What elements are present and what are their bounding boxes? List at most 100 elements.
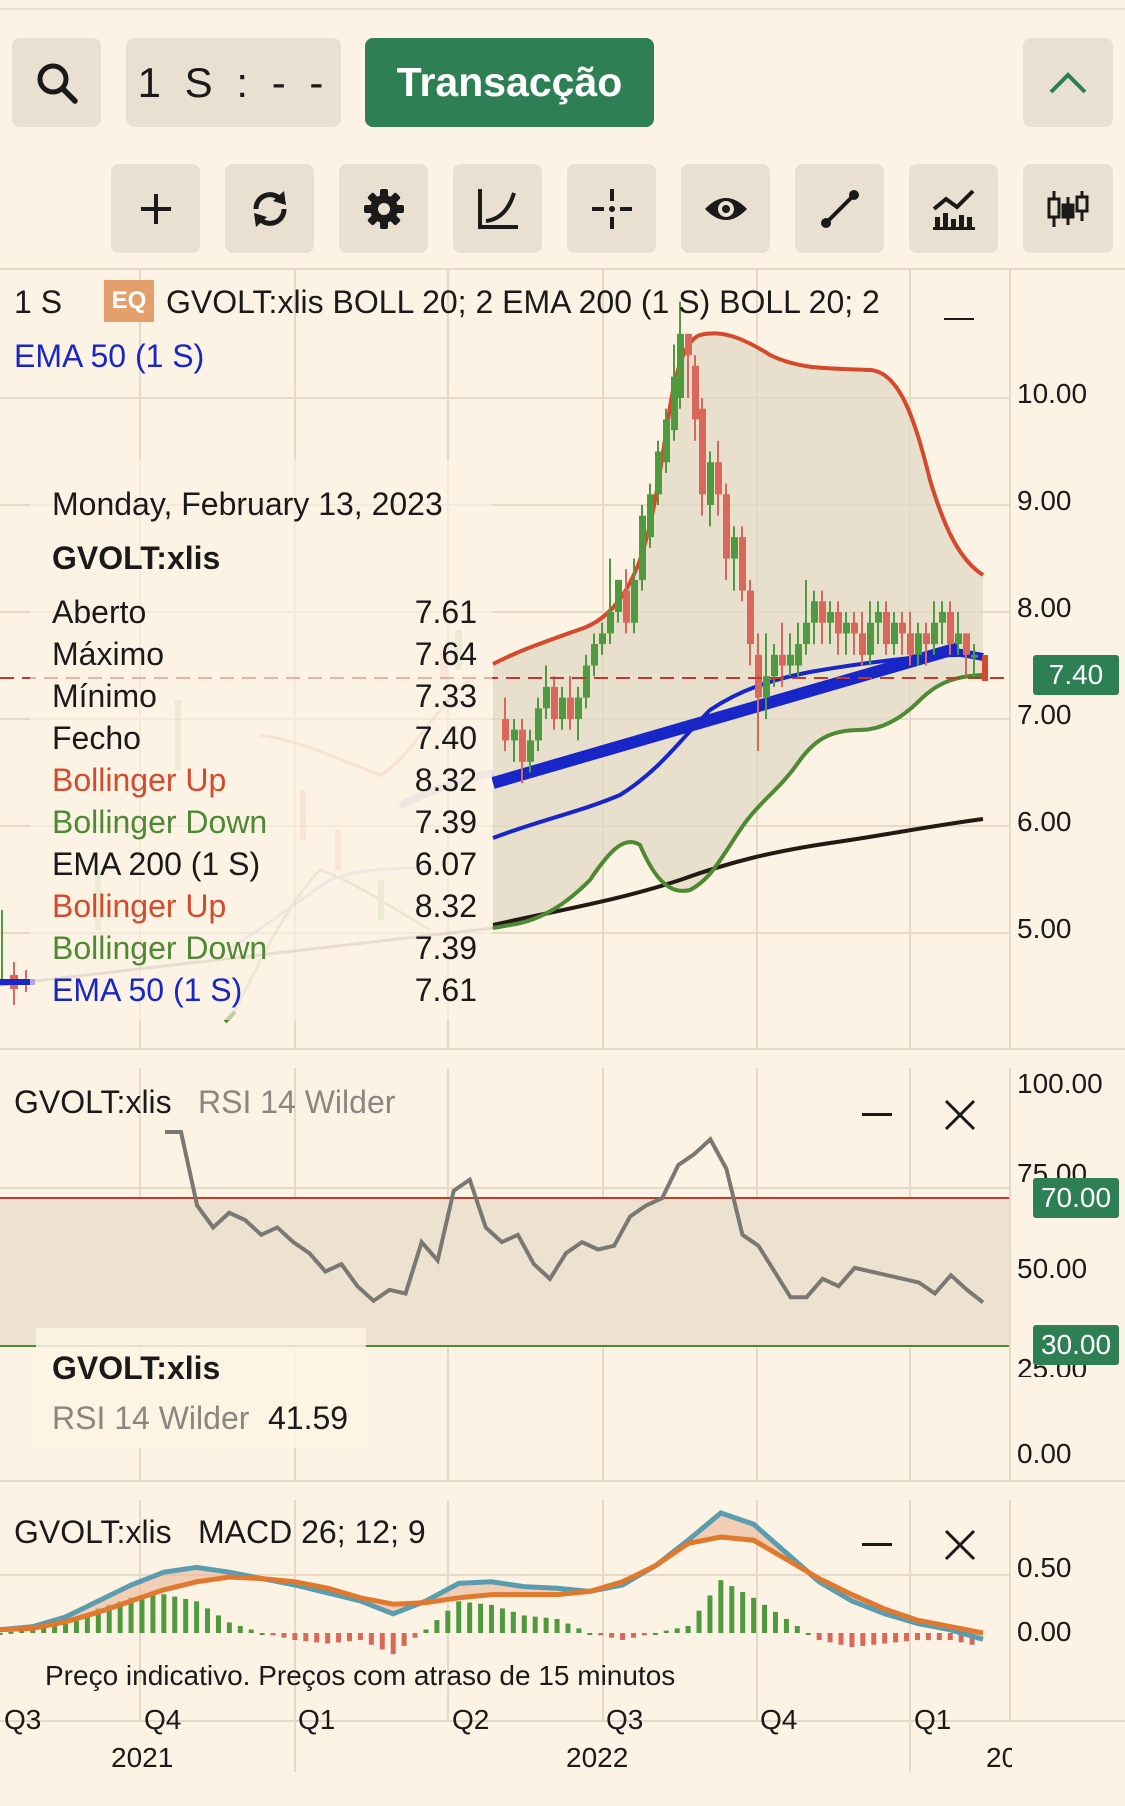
candle-body [923,633,930,645]
rsi-title[interactable]: GVOLT:xlis [14,1084,172,1120]
macd-histogram-bar [543,1617,549,1633]
candle-body [631,579,638,623]
macd-indicator-label[interactable]: MACD 26; 12; 9 [198,1514,426,1550]
macd-histogram-bar [838,1633,844,1645]
trade-button[interactable]: Transacção [365,38,654,127]
indicators-icon [932,189,975,230]
collapse-button[interactable] [1023,38,1113,127]
rsi-tooltip-symbol: GVOLT:xlis [52,1350,221,1386]
tooltip-row-label: Bollinger Down [52,804,268,840]
search-button[interactable] [12,38,101,127]
tooltip-row-label: Bollinger Up [52,762,227,798]
period-selector-button[interactable]: 1 S : - - [126,38,341,127]
candle-body [663,419,670,463]
candle-body [931,622,938,645]
macd-histogram-bar [41,1627,47,1633]
candle-body [747,590,754,645]
curve-icon [477,188,518,229]
chart-type-button[interactable] [1023,164,1113,253]
macd-histogram-bar [740,1591,746,1633]
macd-histogram-bar [84,1613,90,1633]
tooltip-row-value: 6.07 [414,846,477,882]
macd-histogram-bar [172,1596,178,1633]
macd-histogram-bar [292,1633,298,1641]
candle-body [891,622,898,645]
candle-body [591,644,598,666]
macd-histogram-bar [510,1611,516,1633]
candle-body [599,633,606,645]
macd-histogram-bar [456,1601,462,1633]
candlestick-icon [1047,190,1089,227]
refresh-icon [252,190,287,227]
legend-period[interactable]: 1 S [14,284,63,320]
indicators-button[interactable] [909,164,998,253]
candle-body [723,494,730,559]
rsi-line [165,1130,985,1304]
candle-body [647,494,654,538]
macd-histogram-bar [554,1618,560,1633]
macd-histogram-bar [445,1610,451,1633]
macd-minimize-icon[interactable] [862,1543,892,1546]
rsi-close-icon[interactable] [943,1098,977,1132]
macd-histogram-bar [205,1608,211,1633]
tooltip-row-value: 7.61 [414,594,477,630]
macd-histogram-bar [532,1616,538,1633]
crosshair-button[interactable] [567,164,656,253]
macd-histogram-bar [827,1633,833,1643]
macd-histogram-bar [194,1601,200,1633]
macd-histogram-bar [401,1633,407,1646]
curve-tool-button[interactable] [453,164,542,253]
candle-body [835,612,842,634]
tooltip-row-label: EMA 50 (1 S) [52,972,243,1008]
year-label: 2022 [566,1742,629,1773]
panel-divider [0,1048,1125,1050]
macd-histogram-bar [325,1633,331,1644]
candle-body [819,601,826,623]
macd-histogram-bar [587,1633,593,1635]
delay-disclaimer: Preço indicativo. Preços com atraso de 1… [45,1660,676,1691]
add-button[interactable] [111,164,200,253]
macd-histogram-bar [958,1633,964,1643]
macd-histogram-bar [620,1633,626,1641]
price-tick: 10.00 [1017,378,1088,409]
candle-body [511,729,518,741]
macd-title[interactable]: GVOLT:xlis [14,1514,172,1550]
line-draw-button[interactable] [795,164,884,253]
macd-histogram-bar [281,1633,287,1638]
settings-button[interactable] [339,164,428,253]
macd-close-icon[interactable] [943,1528,977,1562]
ohlc-tooltip [30,460,492,1020]
macd-histogram-bar [161,1594,167,1633]
macd-histogram-bar [805,1633,811,1635]
tooltip-row-value: 7.61 [414,972,477,1008]
macd-histogram-bar [794,1625,800,1633]
macd-histogram-bar [95,1608,101,1633]
bollinger-band-fill [493,333,983,928]
visibility-button[interactable] [681,164,770,253]
macd-histogram-bar [8,1631,14,1634]
rsi-band-fill [0,1198,1010,1346]
refresh-button[interactable] [225,164,314,253]
quarter-label: Q4 [760,1704,798,1735]
macd-histogram-bar [598,1633,604,1636]
tooltip-row-label: Bollinger Up [52,888,227,924]
candle-body [771,654,778,677]
minimize-legend-icon[interactable] [944,292,974,320]
macd-histogram-bar [489,1604,494,1633]
tooltip-row-label: Máximo [52,636,165,672]
rsi-indicator-label[interactable]: RSI 14 Wilder [198,1084,396,1120]
ema200-line [492,817,984,927]
tooltip-row-value: 7.40 [414,720,477,756]
legend-indicators[interactable]: GVOLT:xlis BOLL 20; 2 EMA 200 (1 S) BOLL… [166,284,880,320]
macd-histogram-bar [478,1603,484,1633]
trend-line-drawing[interactable] [491,642,960,789]
macd-histogram-bar [347,1633,353,1642]
legend-ema50[interactable]: EMA 50 (1 S) [14,338,205,374]
candle-body [859,633,866,655]
rsi-minimize-icon[interactable] [862,1113,892,1116]
rsi-tooltip-value: 41.59 [268,1400,349,1436]
tooltip-row-value: 7.39 [414,804,477,840]
macd-histogram-bar [423,1629,429,1633]
candle-body [787,654,794,666]
candle-body [851,622,858,634]
